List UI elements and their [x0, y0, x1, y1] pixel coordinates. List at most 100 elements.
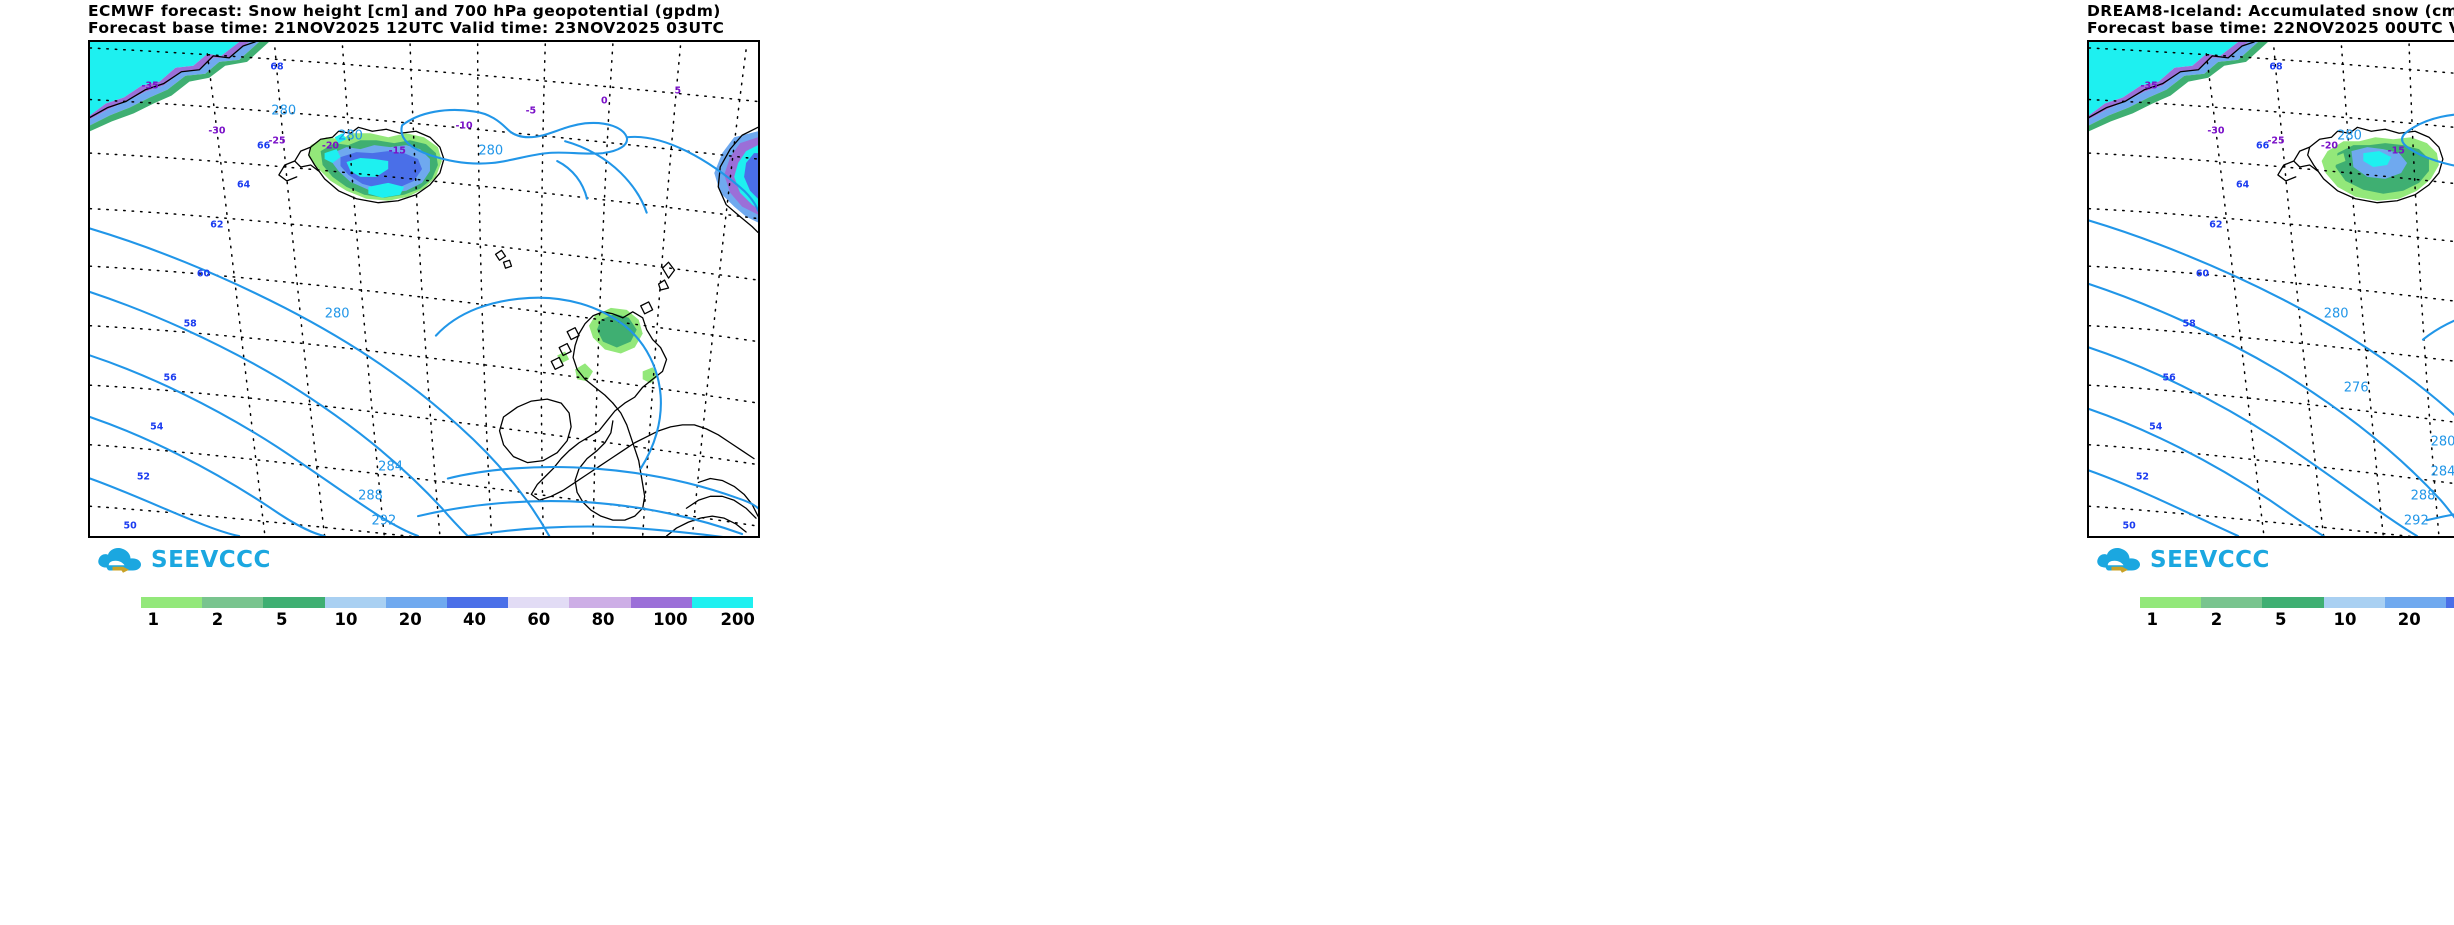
contour-label: 280	[2337, 128, 2362, 144]
lon-label: -30	[2207, 125, 2225, 137]
lon-label: -35	[2140, 80, 2158, 92]
lat-label: 68	[2269, 61, 2283, 73]
panel-dream8: DREAM8-Iceland: Accumulated snow (cm) an…	[1227, 0, 2454, 925]
colorbar-segment	[508, 597, 570, 608]
panel-dream8-title-line2: Forecast base time: 22NOV2025 00UTC Vali…	[2087, 19, 2454, 37]
colorbar-tick: 10	[2333, 610, 2357, 629]
lat-label: 52	[136, 471, 151, 483]
lat-label: 52	[2135, 471, 2150, 483]
lon-label: -25	[268, 135, 286, 147]
lat-label: 54	[150, 421, 164, 433]
colorbar-strip	[141, 597, 754, 608]
colorbar-tick: 2	[2210, 610, 2223, 629]
contour-label: 280	[324, 306, 350, 322]
lat-label: 60	[2195, 268, 2210, 280]
colorbar-segment	[2384, 597, 2447, 608]
colorbar-tick: 60	[527, 610, 551, 629]
lon-label: -25	[2267, 135, 2285, 147]
panel-ecmwf-title-line1: ECMWF forecast: Snow height [cm] and 700…	[88, 2, 721, 20]
contour-label: 280	[478, 143, 504, 159]
lat-label: 66	[257, 140, 271, 152]
colorbar-segment	[202, 597, 264, 608]
colorbar-segment	[691, 597, 754, 608]
seevccc-logo-text: SEEVCCC	[2150, 546, 2270, 573]
map-dream8[interactable]: -35 -30 -25 -20 -15 -10 -5 0 5 68 66 64 …	[2087, 40, 2454, 538]
lat-label: 62	[2209, 219, 2223, 231]
contour-label: 284	[2430, 464, 2454, 480]
lon-label: 0	[601, 95, 608, 107]
colorbar-segment	[2323, 597, 2385, 608]
colorbar-segment	[2201, 597, 2263, 608]
colorbar-tick: 5	[2275, 610, 2287, 629]
lat-label: 50	[123, 520, 137, 532]
panel-dream8-titles: DREAM8-Iceland: Accumulated snow (cm) an…	[2087, 3, 2454, 37]
lat-label: 56	[2162, 372, 2176, 384]
lat-label: 58	[183, 318, 197, 330]
lat-label: 68	[270, 61, 284, 73]
colorbar-segment	[2262, 597, 2324, 608]
lon-label: -5	[525, 105, 537, 117]
map-ecmwf-canvas	[90, 42, 758, 536]
seevccc-logo: SEEVCCC	[2095, 545, 2270, 575]
lat-label: 64	[2236, 179, 2250, 191]
colorbar-ticks: 1 2 5 10 20 40 60 80 100 200	[2140, 610, 2454, 632]
contour-label: 280	[271, 103, 297, 119]
lat-label: 62	[210, 219, 224, 231]
contour-label: 292	[2403, 513, 2429, 529]
colorbar-tick: 200	[720, 610, 755, 629]
colorbar-segment	[324, 597, 386, 608]
contour-label: 280	[2430, 434, 2454, 450]
colorbar-segment	[263, 597, 325, 608]
contour-label: 276	[2343, 380, 2369, 396]
lat-label: 64	[237, 179, 251, 191]
lon-label: -10	[455, 120, 473, 132]
lat-label: 54	[2149, 421, 2163, 433]
colorbar-segment	[630, 597, 692, 608]
lon-label: -15	[2387, 145, 2405, 157]
colorbar-segment	[447, 597, 509, 608]
colorbar-tick: 80	[591, 610, 615, 629]
colorbar-tick: 2	[211, 610, 224, 629]
seevccc-logo: SEEVCCC	[96, 545, 271, 575]
lat-label: 50	[2122, 520, 2136, 532]
lat-label: 56	[163, 372, 177, 384]
lon-label: -20	[321, 140, 340, 152]
panel-ecmwf-title-line2: Forecast base time: 21NOV2025 12UTC Vali…	[88, 19, 725, 37]
colorbar-segment	[141, 597, 203, 608]
colorbar-tick: 5	[276, 610, 288, 629]
lon-label: -15	[388, 145, 406, 157]
colorbar-dream8: 1 2 5 10 20 40 60 80 100 200	[2140, 597, 2454, 632]
colorbar-tick: 100	[653, 610, 688, 629]
lat-label: 58	[2182, 318, 2196, 330]
colorbar-segment	[385, 597, 448, 608]
seevccc-logo-text: SEEVCCC	[151, 546, 271, 573]
contour-label: 292	[371, 513, 397, 529]
colorbar-segment	[2446, 597, 2454, 608]
lon-label: -30	[208, 125, 226, 137]
colorbar-tick: 20	[2397, 610, 2421, 629]
lon-label: -20	[2320, 140, 2339, 152]
colorbar-ticks: 1 2 5 10 20 40 60 80 100 200	[141, 610, 755, 632]
colorbar-tick: 1	[147, 610, 159, 629]
cloud-icon	[98, 547, 141, 573]
lon-label: -35	[141, 80, 159, 92]
colorbar-ecmwf: 1 2 5 10 20 40 60 80 100 200	[141, 597, 755, 632]
colorbar-segment	[2140, 597, 2202, 608]
contour-label: 288	[2410, 488, 2436, 504]
lat-label: 60	[196, 268, 211, 280]
contour-label: 280	[2323, 306, 2349, 322]
colorbar-tick: 10	[334, 610, 358, 629]
colorbar-tick: 1	[2146, 610, 2158, 629]
lon-label: 5	[674, 85, 682, 97]
contour-label: 284	[378, 459, 404, 475]
colorbar-segment	[569, 597, 631, 608]
colorbar-tick: 40	[463, 610, 487, 629]
panel-ecmwf: ECMWF forecast: Snow height [cm] and 700…	[88, 2, 760, 632]
map-dream8-canvas	[2089, 42, 2454, 536]
map-ecmwf[interactable]: -35 -30 -25 -20 -15 -10 -5 0 5 68 66 64 …	[88, 40, 760, 538]
lat-label: 66	[2256, 140, 2270, 152]
colorbar-tick: 20	[398, 610, 422, 629]
panel-dream8-title-line1: DREAM8-Iceland: Accumulated snow (cm) an…	[2087, 2, 2454, 20]
cloud-icon	[2097, 547, 2140, 573]
